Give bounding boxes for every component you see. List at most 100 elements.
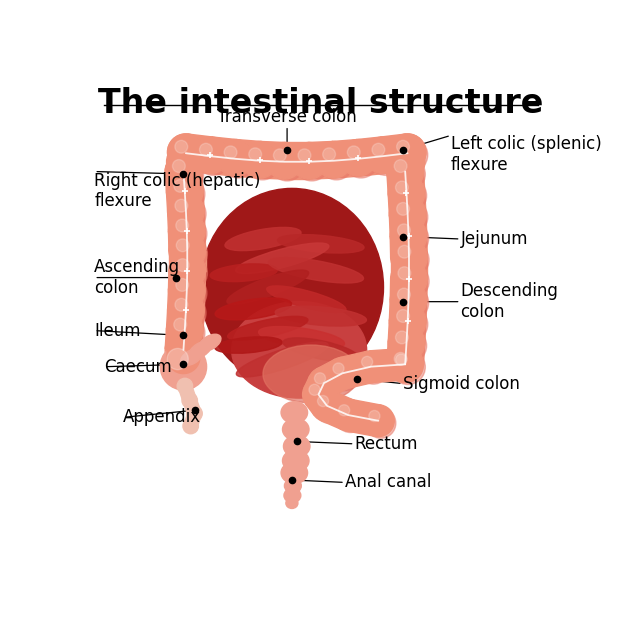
Polygon shape: [259, 141, 285, 179]
Circle shape: [398, 288, 411, 301]
Circle shape: [174, 318, 187, 331]
Circle shape: [387, 153, 424, 190]
Text: Sigmoid colon: Sigmoid colon: [403, 374, 520, 393]
Ellipse shape: [210, 264, 277, 282]
Circle shape: [165, 332, 202, 368]
Circle shape: [388, 143, 425, 180]
Circle shape: [394, 242, 429, 277]
Circle shape: [173, 256, 207, 290]
Circle shape: [389, 303, 426, 340]
Polygon shape: [391, 257, 428, 279]
Circle shape: [305, 382, 336, 412]
Circle shape: [177, 239, 189, 252]
Circle shape: [249, 148, 262, 161]
Circle shape: [311, 390, 343, 422]
Circle shape: [391, 239, 428, 275]
Polygon shape: [356, 137, 385, 176]
Circle shape: [169, 232, 205, 269]
Polygon shape: [168, 230, 205, 251]
Circle shape: [302, 379, 334, 411]
Polygon shape: [304, 376, 338, 401]
Text: Jejunum: Jejunum: [461, 230, 528, 248]
Circle shape: [290, 143, 327, 179]
Circle shape: [311, 371, 341, 401]
Circle shape: [183, 418, 198, 434]
Circle shape: [340, 140, 377, 176]
Ellipse shape: [225, 227, 301, 250]
Circle shape: [187, 406, 202, 421]
Circle shape: [333, 363, 344, 374]
Text: Right colic (hepatic)
flexure: Right colic (hepatic) flexure: [95, 172, 260, 210]
Circle shape: [398, 224, 411, 237]
Circle shape: [390, 282, 427, 319]
Circle shape: [168, 134, 204, 170]
Circle shape: [322, 148, 336, 161]
Circle shape: [167, 334, 200, 366]
Ellipse shape: [227, 270, 309, 304]
Polygon shape: [178, 384, 196, 403]
Circle shape: [358, 354, 389, 384]
Circle shape: [394, 264, 429, 299]
Polygon shape: [388, 321, 426, 344]
Circle shape: [394, 160, 407, 172]
Polygon shape: [389, 213, 427, 237]
Polygon shape: [165, 170, 203, 193]
Polygon shape: [381, 134, 410, 173]
Polygon shape: [167, 309, 204, 331]
Circle shape: [172, 197, 206, 231]
Polygon shape: [339, 351, 374, 389]
Polygon shape: [168, 290, 205, 311]
Circle shape: [175, 140, 188, 153]
Circle shape: [393, 307, 428, 342]
Circle shape: [389, 134, 426, 170]
Circle shape: [372, 143, 385, 156]
Circle shape: [308, 367, 340, 399]
Ellipse shape: [237, 342, 328, 377]
Polygon shape: [345, 399, 381, 436]
Circle shape: [177, 378, 193, 394]
Ellipse shape: [267, 286, 346, 312]
Polygon shape: [233, 140, 261, 178]
Circle shape: [309, 384, 320, 396]
Circle shape: [173, 236, 207, 271]
Circle shape: [167, 341, 200, 374]
Ellipse shape: [282, 450, 309, 471]
Ellipse shape: [189, 341, 212, 358]
Circle shape: [394, 285, 429, 321]
Circle shape: [167, 312, 203, 349]
Circle shape: [168, 292, 204, 329]
Circle shape: [396, 181, 408, 194]
Circle shape: [397, 140, 409, 153]
Ellipse shape: [228, 316, 308, 340]
Circle shape: [393, 200, 428, 235]
Circle shape: [220, 143, 255, 178]
Polygon shape: [169, 251, 205, 270]
Polygon shape: [390, 278, 428, 300]
Circle shape: [168, 134, 204, 170]
Polygon shape: [389, 299, 427, 322]
Circle shape: [389, 349, 421, 380]
Ellipse shape: [281, 402, 307, 423]
Ellipse shape: [284, 488, 301, 503]
Polygon shape: [208, 137, 237, 176]
Circle shape: [327, 357, 358, 389]
Ellipse shape: [232, 302, 367, 398]
Circle shape: [388, 175, 425, 211]
Circle shape: [314, 393, 344, 423]
Circle shape: [332, 399, 364, 431]
Ellipse shape: [215, 337, 282, 353]
Polygon shape: [390, 235, 428, 258]
Polygon shape: [308, 141, 334, 179]
Circle shape: [369, 411, 380, 421]
Circle shape: [294, 146, 329, 181]
Ellipse shape: [286, 498, 298, 508]
Circle shape: [172, 160, 185, 172]
Ellipse shape: [181, 349, 203, 366]
Polygon shape: [165, 329, 203, 351]
Ellipse shape: [199, 334, 221, 351]
Text: Caecum: Caecum: [104, 357, 172, 376]
Circle shape: [344, 143, 379, 178]
Circle shape: [170, 316, 205, 350]
Text: Descending
colon: Descending colon: [461, 282, 558, 321]
Circle shape: [245, 145, 280, 180]
